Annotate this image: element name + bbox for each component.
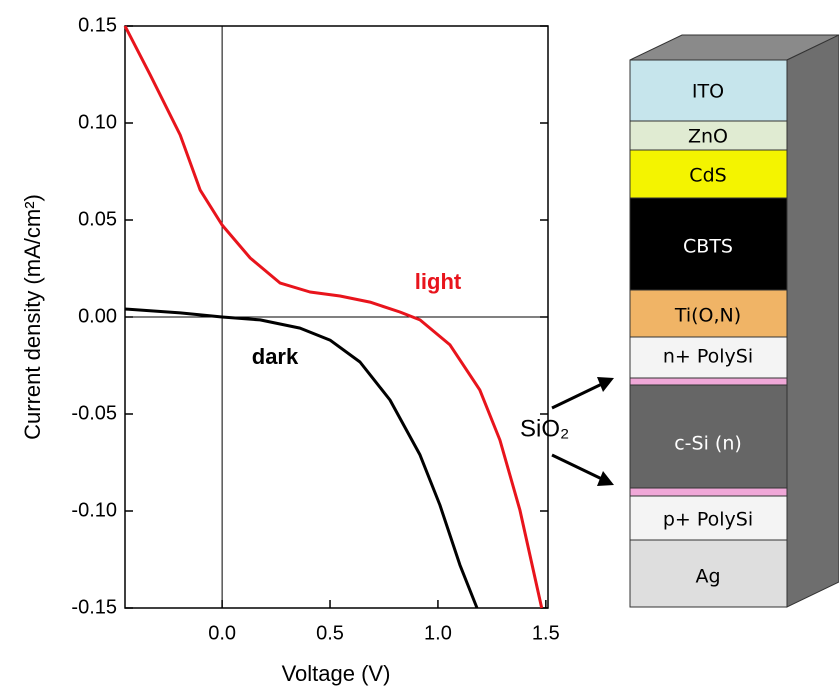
x-axis-title: Voltage (V) xyxy=(282,661,391,686)
cell-diagram: ITO ZnO CdS CBTS Ti(O,N) n+ PolySi c-Si … xyxy=(520,35,839,607)
layer-label: Ti(O,N) xyxy=(674,305,741,327)
x-tick-label: 0.5 xyxy=(316,622,344,644)
layer-label: n+ PolySi xyxy=(663,346,753,368)
y-tick-label: 0.15 xyxy=(78,14,117,36)
side-face xyxy=(787,35,839,607)
series-label: light xyxy=(415,269,462,294)
layer-label: Ag xyxy=(695,566,720,588)
sio2-layer xyxy=(630,488,787,496)
layer-label: p+ PolySi xyxy=(663,509,753,531)
y-tick-label: -0.10 xyxy=(71,499,117,521)
layer-label: CBTS xyxy=(683,236,733,258)
sio2-layer xyxy=(630,378,787,385)
figure: ITO ZnO CdS CBTS Ti(O,N) n+ PolySi c-Si … xyxy=(0,0,839,692)
y-tick-label: 0.10 xyxy=(78,111,117,133)
series-line xyxy=(125,309,477,608)
sio2-label: SiO₂ xyxy=(520,415,569,442)
x-tick-label: 1.0 xyxy=(424,622,452,644)
x-tick-label: 1.5 xyxy=(532,622,560,644)
arrow xyxy=(552,455,604,480)
y-tick-label: -0.15 xyxy=(71,596,117,618)
layer-label: c-Si (n) xyxy=(674,433,742,455)
layer-label: ITO xyxy=(692,81,724,103)
y-tick-label: 0.00 xyxy=(78,305,117,327)
x-tick-label: 0.0 xyxy=(208,622,236,644)
y-tick-label: 0.05 xyxy=(78,208,117,230)
layer-label: ZnO xyxy=(688,126,728,148)
y-axis-title: Current density (mA/cm²) xyxy=(20,194,45,440)
arrow xyxy=(552,383,604,408)
y-tick-label: -0.05 xyxy=(71,402,117,424)
layer-label: CdS xyxy=(689,165,726,187)
series-label: dark xyxy=(252,344,299,369)
